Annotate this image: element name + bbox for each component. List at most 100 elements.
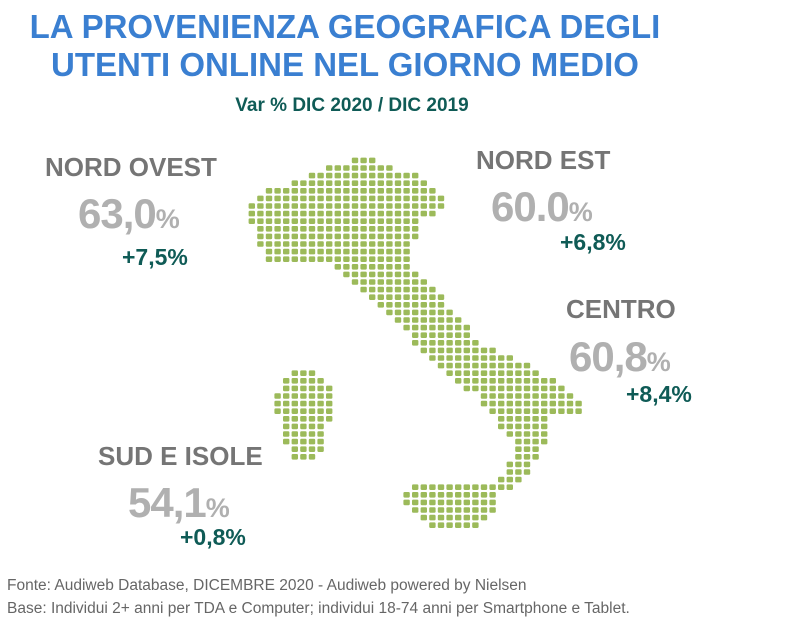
map-dot xyxy=(498,476,505,483)
map-dot xyxy=(463,362,470,369)
map-dot xyxy=(308,256,316,262)
map-dot xyxy=(506,423,513,430)
map-dot xyxy=(480,355,488,361)
map-dot xyxy=(283,203,290,209)
map-dot xyxy=(377,233,384,240)
map-dot xyxy=(360,248,367,255)
map-dot xyxy=(369,294,376,300)
chart-subtitle: Var % DIC 2020 / DIC 2019 xyxy=(235,95,469,116)
footer-base: Base: Individui 2+ anni per TDA e Comput… xyxy=(7,600,630,617)
map-dot xyxy=(429,347,436,354)
map-dot xyxy=(343,210,350,217)
map-dot xyxy=(541,393,548,399)
map-dot xyxy=(566,400,574,407)
map-dot xyxy=(472,484,479,490)
map-dot xyxy=(420,499,427,506)
italy-dot-map xyxy=(248,157,582,528)
map-dot xyxy=(429,294,436,300)
map-dot xyxy=(394,317,402,323)
map-dot xyxy=(403,302,410,308)
map-dot xyxy=(394,256,402,262)
map-dot xyxy=(334,188,341,194)
map-dot xyxy=(532,438,539,445)
map-dot xyxy=(403,279,410,285)
map-dot xyxy=(300,385,307,392)
map-dot xyxy=(498,385,505,392)
map-dot xyxy=(412,507,419,513)
map-dot xyxy=(420,279,427,285)
region-variation-nord-est: +6,8% xyxy=(560,229,626,255)
map-dot xyxy=(351,233,359,240)
map-dot xyxy=(334,256,341,262)
map-dot xyxy=(326,248,333,255)
map-dot xyxy=(463,514,470,521)
map-dot xyxy=(412,218,419,224)
map-dot xyxy=(308,210,316,217)
map-dot xyxy=(308,400,316,407)
map-dot xyxy=(394,271,402,278)
map-dot xyxy=(394,203,402,209)
map-dot xyxy=(300,408,307,414)
map-dot xyxy=(412,340,419,346)
map-dot xyxy=(377,226,384,232)
map-dot xyxy=(265,256,273,262)
map-dot xyxy=(541,378,548,384)
map-dot xyxy=(257,233,264,240)
map-dot xyxy=(480,378,488,384)
map-dot xyxy=(403,218,410,224)
map-dot xyxy=(558,385,565,392)
map-dot xyxy=(334,180,341,186)
map-dot xyxy=(523,378,531,384)
map-dot xyxy=(248,218,255,224)
map-dot xyxy=(343,188,350,194)
map-dot xyxy=(326,241,333,247)
map-dot xyxy=(360,256,367,262)
map-dot xyxy=(283,195,290,202)
map-dot xyxy=(265,226,273,232)
map-dot xyxy=(489,393,496,399)
map-dot xyxy=(394,210,402,217)
map-dot xyxy=(308,385,316,392)
map-dot xyxy=(369,226,376,232)
map-dot xyxy=(377,294,384,300)
map-dot xyxy=(446,332,453,338)
map-dot xyxy=(369,210,376,217)
map-dot xyxy=(386,309,393,316)
map-dot xyxy=(265,233,273,240)
map-dot xyxy=(472,507,479,513)
map-dot xyxy=(291,408,298,414)
map-dot xyxy=(429,499,436,506)
map-dot xyxy=(308,188,316,194)
map-dot xyxy=(446,499,453,506)
map-dot xyxy=(308,180,316,186)
map-dot xyxy=(463,499,470,506)
region-label-sud-e-isole: SUD E ISOLE xyxy=(98,441,263,471)
map-dot xyxy=(498,400,505,407)
map-dot xyxy=(420,484,427,490)
map-dot xyxy=(463,378,470,384)
map-dot xyxy=(351,172,359,179)
map-dot xyxy=(489,378,496,384)
map-dot xyxy=(386,271,393,278)
chart-title-line-1: LA PROVENIENZA GEOGRAFICA DEGLI xyxy=(29,8,661,45)
map-dot xyxy=(317,195,324,202)
map-dot xyxy=(506,484,513,490)
map-dot xyxy=(420,203,427,209)
map-dot xyxy=(283,431,290,437)
map-dot xyxy=(283,218,290,224)
region-value-centro: 60,8% xyxy=(569,333,671,381)
map-dot xyxy=(515,454,522,460)
map-dot xyxy=(386,165,393,171)
map-dot xyxy=(291,393,298,399)
map-dot xyxy=(343,233,350,240)
map-dot xyxy=(420,180,427,186)
map-dot xyxy=(506,362,513,369)
map-dot xyxy=(480,514,488,521)
map-dot xyxy=(412,484,419,490)
map-dot xyxy=(377,203,384,209)
map-dot xyxy=(326,256,333,262)
map-dot xyxy=(317,423,324,430)
map-dot xyxy=(265,188,273,194)
map-dot xyxy=(300,378,307,384)
map-dot xyxy=(360,180,367,186)
